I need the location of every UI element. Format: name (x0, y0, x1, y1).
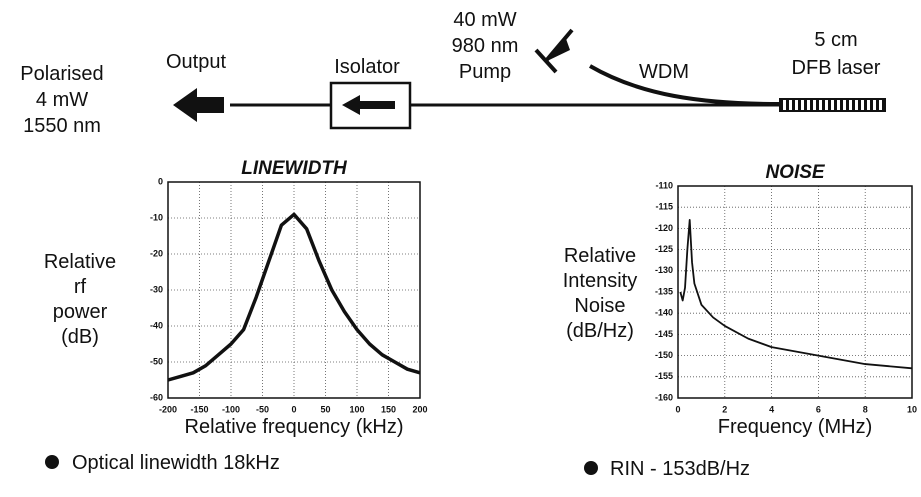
y-axis-label: Intensity (563, 270, 637, 292)
x-axis-label: Relative frequency (kHz) (185, 416, 404, 438)
plot-frame (677, 185, 913, 399)
y-axis-label: power (53, 301, 108, 323)
data-line (167, 212, 421, 382)
x-axis-label: Frequency (MHz) (718, 416, 872, 438)
x-tick-label: 0 (675, 404, 680, 414)
output-arrow (173, 88, 224, 122)
y-tick-label: -120 (655, 223, 673, 233)
y-axis-label: (dB/Hz) (566, 320, 634, 342)
laser-label: 5 cm (814, 29, 857, 51)
y-tick-label: -40 (150, 320, 163, 330)
y-tick-label: -145 (655, 329, 673, 339)
pump-label: 980 nm (452, 35, 519, 57)
isolator-label: Isolator (334, 56, 400, 78)
y-tick-label: -60 (150, 392, 163, 402)
chart-title: NOISE (765, 162, 825, 183)
x-tick-label: -150 (190, 404, 208, 414)
x-tick-label: -50 (256, 404, 269, 414)
y-tick-label: -150 (655, 350, 673, 360)
y-tick-label: -50 (150, 356, 163, 366)
y-tick-label: -10 (150, 212, 163, 222)
y-tick-label: -140 (655, 308, 673, 318)
wdm-label: WDM (639, 61, 689, 83)
isolator-arrow (342, 95, 395, 115)
x-tick-label: 4 (769, 404, 774, 414)
x-tick-label: 0 (291, 404, 296, 414)
wdm-fiber (588, 64, 781, 106)
y-axis-label: Noise (574, 295, 625, 317)
y-tick-label: 0 (158, 176, 163, 186)
x-tick-label: 200 (412, 404, 427, 414)
pump-label: 40 mW (453, 9, 516, 31)
x-tick-label: -100 (222, 404, 240, 414)
x-tick-label: -200 (159, 404, 177, 414)
data-line (679, 219, 913, 370)
note: Optical linewidth 18kHz (72, 452, 280, 474)
y-tick-label: -135 (655, 286, 673, 296)
pump-diode (534, 28, 574, 74)
laser-label: DFB laser (792, 57, 881, 79)
x-tick-label: 6 (816, 404, 821, 414)
y-tick-label: -125 (655, 244, 673, 254)
x-tick-label: 50 (320, 404, 330, 414)
y-tick-label: -130 (655, 265, 673, 275)
y-axis-label: rf (74, 276, 87, 298)
note: RIN - 153dB/Hz (610, 458, 750, 480)
output-label: 1550 nm (23, 115, 101, 137)
y-tick-label: -110 (655, 180, 673, 190)
y-tick-label: -155 (655, 371, 673, 381)
x-tick-label: 2 (722, 404, 727, 414)
x-tick-label: 8 (863, 404, 868, 414)
x-tick-label: 10 (907, 404, 917, 414)
x-tick-label: 100 (349, 404, 364, 414)
dfb-laser (779, 98, 886, 112)
output-label: Polarised (20, 63, 103, 85)
y-tick-label: -30 (150, 284, 163, 294)
output-label: 4 mW (36, 89, 88, 111)
y-axis-label: Relative (44, 251, 116, 273)
chart-title: LINEWIDTH (241, 158, 348, 179)
pump-label: Pump (459, 61, 511, 83)
y-tick-label: -115 (655, 202, 673, 212)
plot-frame (167, 181, 421, 399)
y-tick-label: -160 (655, 392, 673, 402)
bullet (584, 461, 598, 475)
y-tick-label: -20 (150, 248, 163, 258)
y-axis-label: Relative (564, 245, 636, 267)
bullet (45, 455, 59, 469)
y-axis-label: (dB) (61, 326, 99, 348)
output: Output (166, 51, 226, 73)
x-tick-label: 150 (381, 404, 396, 414)
